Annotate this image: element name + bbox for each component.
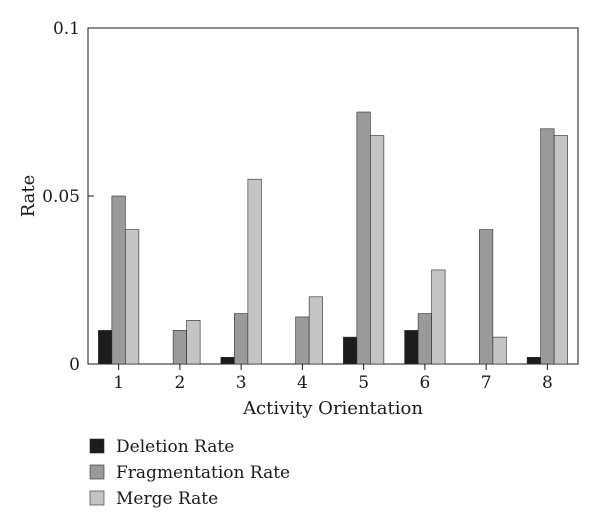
legend: Deletion Rate Fragmentation Rate Merge Rat… (89, 437, 290, 509)
x-tick-label: 2 (174, 373, 185, 393)
x-tick-label: 1 (113, 373, 124, 393)
bar-merge-rate-5 (370, 135, 385, 365)
legend-swatch (89, 490, 105, 506)
x-tick-label: 3 (236, 373, 247, 393)
bar-deletion-rate-1 (98, 330, 113, 365)
x-tick-label: 6 (419, 373, 430, 393)
y-tick-label: 0 (69, 355, 80, 375)
legend-label: Fragmentation Rate (116, 463, 290, 483)
bar-merge-rate-7 (492, 336, 507, 365)
bar-fragmentation-rate-4 (295, 316, 310, 365)
bar-fragmentation-rate-8 (540, 128, 555, 365)
bar-deletion-rate-8 (526, 356, 541, 365)
y-tick-label: 0.05 (42, 187, 80, 207)
x-axis-title: Activity Orientation (242, 398, 423, 419)
x-tick-label: 8 (542, 373, 553, 393)
legend-swatch (89, 438, 105, 454)
bar-merge-rate-1 (125, 229, 140, 365)
bar-fragmentation-rate-1 (111, 195, 126, 365)
x-tick-label: 7 (481, 373, 492, 393)
y-ticks-group: 0 0.05 0.1 (42, 19, 94, 375)
legend-swatch (89, 464, 105, 480)
bar-deletion-rate-6 (404, 330, 419, 365)
bar-merge-rate-2 (186, 320, 201, 365)
plot-frame (87, 27, 579, 365)
y-tick-label: 0.1 (53, 19, 80, 39)
bar-deletion-rate-3 (220, 356, 235, 365)
bar-fragmentation-rate-7 (479, 229, 494, 365)
y-axis-title: Rate (18, 175, 39, 218)
x-tick-label: 5 (358, 373, 369, 393)
legend-label: Merge Rate (116, 489, 218, 509)
bar-fragmentation-rate-5 (356, 111, 371, 365)
bar-deletion-rate-5 (343, 336, 358, 365)
bar-merge-rate-6 (431, 269, 446, 365)
bar-fragmentation-rate-6 (417, 313, 432, 365)
bar-fragmentation-rate-3 (234, 313, 249, 365)
bar-merge-rate-8 (553, 135, 568, 365)
x-ticks-group: 1 2 3 4 5 6 7 8 (113, 364, 553, 393)
bar-merge-rate-3 (247, 178, 262, 365)
bar-merge-rate-4 (308, 296, 323, 365)
x-tick-label: 4 (297, 373, 308, 393)
bars-group (98, 111, 568, 365)
bar-fragmentation-rate-2 (172, 330, 187, 365)
legend-label: Deletion Rate (116, 437, 234, 457)
